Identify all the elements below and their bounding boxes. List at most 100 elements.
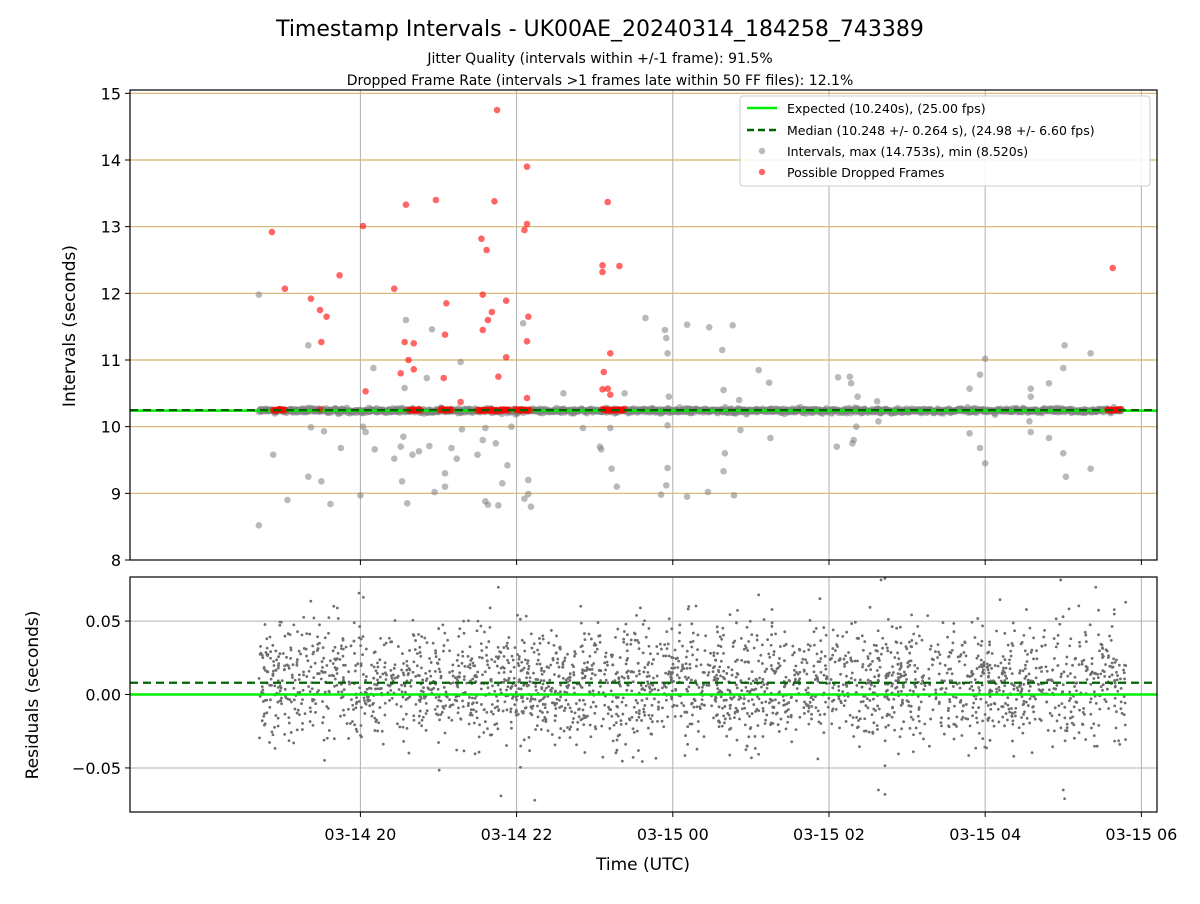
residual-point xyxy=(287,716,291,720)
residual-point xyxy=(1109,638,1113,642)
residual-point xyxy=(1088,700,1092,704)
residual-point xyxy=(898,625,902,629)
interval-point xyxy=(981,355,989,362)
top-y-axis-label: Intervals (seconds) xyxy=(60,245,80,407)
residual-point xyxy=(336,617,340,620)
residual-point xyxy=(265,698,269,702)
residual-point xyxy=(300,728,304,731)
residual-point xyxy=(824,667,828,671)
residual-point xyxy=(466,704,470,707)
residual-point xyxy=(897,752,900,756)
residual-point xyxy=(884,725,888,729)
residual-point xyxy=(419,689,423,693)
residual-point xyxy=(735,621,738,625)
residual-point xyxy=(263,712,266,716)
residual-point xyxy=(822,731,826,735)
residual-point xyxy=(1084,633,1088,637)
residual-point xyxy=(396,722,399,726)
residual-point xyxy=(872,707,876,711)
residual-point xyxy=(855,716,859,719)
residual-point xyxy=(730,673,734,677)
residual-point xyxy=(557,674,561,678)
residual-point xyxy=(858,717,862,721)
interval-point xyxy=(474,451,481,458)
residual-point xyxy=(830,709,834,713)
residual-point xyxy=(700,698,704,702)
residual-point xyxy=(568,679,572,682)
residual-point xyxy=(1040,644,1044,648)
residual-point xyxy=(273,684,277,688)
residual-point xyxy=(525,676,528,680)
residual-point xyxy=(420,724,424,728)
residual-point xyxy=(637,712,641,715)
residual-point xyxy=(1027,672,1031,676)
residual-point xyxy=(525,697,529,701)
residual-point xyxy=(1098,707,1102,711)
residual-point xyxy=(940,716,943,720)
interval-point xyxy=(665,393,673,400)
residual-point xyxy=(989,707,993,711)
residual-point xyxy=(688,662,692,666)
residual-point xyxy=(843,699,847,703)
residual-point xyxy=(1069,716,1072,720)
residual-point xyxy=(555,661,559,665)
dropped-frame-point xyxy=(600,368,608,376)
residual-point xyxy=(942,732,946,736)
residual-point xyxy=(836,634,840,638)
residual-point xyxy=(864,729,868,733)
residual-point xyxy=(775,667,779,671)
residual-point xyxy=(787,708,790,711)
residual-point xyxy=(457,664,460,668)
residual-point xyxy=(714,658,717,662)
residual-point xyxy=(366,698,370,702)
residual-point xyxy=(307,669,311,673)
residual-point xyxy=(404,712,408,716)
residual-point xyxy=(974,746,978,750)
residual-point xyxy=(782,699,786,702)
residual-point xyxy=(971,689,975,692)
residual-point xyxy=(297,678,301,681)
residual-point xyxy=(405,664,409,668)
top-y-tick-label: 14 xyxy=(101,151,121,170)
residual-point xyxy=(384,678,388,681)
residual-point xyxy=(1108,634,1111,638)
residual-point xyxy=(694,679,697,683)
residual-point xyxy=(920,638,924,642)
residual-point xyxy=(285,655,288,659)
residual-point xyxy=(568,675,572,679)
residual-point xyxy=(626,674,630,678)
residual-point xyxy=(439,713,443,716)
residual-point xyxy=(287,664,290,668)
residual-point xyxy=(763,690,767,693)
residual-point xyxy=(268,705,272,709)
residual-point xyxy=(805,661,809,665)
residual-point xyxy=(564,678,568,682)
residual-point xyxy=(1042,635,1046,639)
residual-point xyxy=(1028,626,1032,630)
residual-point xyxy=(458,627,462,631)
residual-point xyxy=(420,666,423,670)
residual-point xyxy=(733,710,737,714)
residual-point xyxy=(760,701,764,705)
residual-point xyxy=(715,625,719,629)
residual-point xyxy=(1099,672,1103,676)
residual-point xyxy=(581,668,584,672)
residual-point xyxy=(530,646,534,650)
residual-point xyxy=(674,687,678,691)
residual-point xyxy=(582,698,585,702)
residual-point xyxy=(831,628,835,632)
residual-point xyxy=(725,672,729,675)
residual-point xyxy=(614,721,618,725)
dropped-frame-point xyxy=(607,391,614,398)
dropped-frame-point xyxy=(607,350,614,357)
residual-point xyxy=(541,637,545,641)
residual-point xyxy=(497,709,500,713)
residual-point xyxy=(505,641,509,645)
residual-point xyxy=(532,671,535,675)
dropped-frame-point xyxy=(281,406,289,414)
residual-point xyxy=(1089,697,1093,701)
residual-point xyxy=(479,642,483,646)
residual-point xyxy=(776,723,780,727)
legend-dropped-label: Possible Dropped Frames xyxy=(787,165,944,180)
